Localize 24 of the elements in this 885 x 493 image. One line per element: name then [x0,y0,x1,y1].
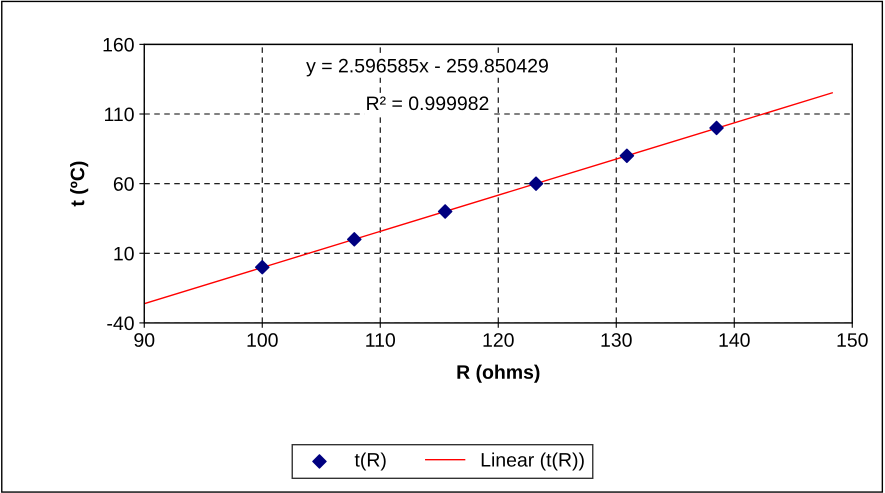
point [438,204,452,219]
y-tick-label: 60 [114,177,134,191]
legend-label: t(R) [354,452,386,471]
x-axis-title: R (ohms) [457,364,540,383]
x-tick-label: 100 [248,333,278,347]
x-tick-label: 150 [838,333,868,347]
legend-label: Linear (t(R)) [482,452,584,471]
annotation: R² = 0.999982 [367,96,488,110]
x-tick-label: 130 [602,333,632,347]
point [620,148,634,164]
point [254,260,270,274]
y-tick-label: 10 [114,246,134,261]
point [709,120,724,136]
y-axis-title: t (ºC) [70,162,88,206]
y-tick-label: 110 [105,107,134,122]
y-tick-label: 160 [104,38,134,52]
x-tick-label: 90 [134,333,154,347]
annotation: y = 2.596585x - 259.850429 [306,58,548,76]
x-tick-label: 110 [366,333,395,347]
point [528,176,544,191]
x-tick-label: 140 [720,333,750,347]
point [347,232,362,247]
x-tick-label: 120 [484,333,514,347]
y-tick-label: -40 [107,316,134,330]
